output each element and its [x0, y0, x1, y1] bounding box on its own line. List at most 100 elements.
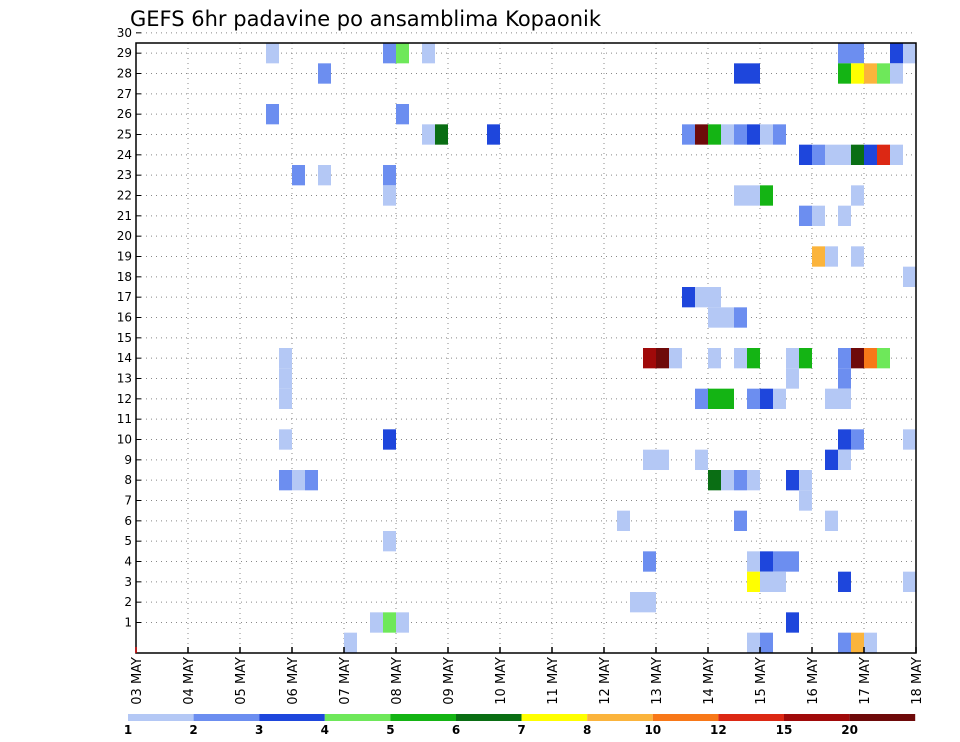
heatmap-cell: [643, 592, 656, 613]
heatmap-cell: [279, 388, 292, 409]
heatmap-cell: [851, 246, 864, 267]
heatmap-cell: [838, 144, 851, 165]
y-tick-label: 8: [124, 473, 132, 487]
heatmap-cell: [877, 348, 890, 369]
heatmap-cell: [695, 449, 708, 470]
x-tick-label: 04 MAY: [182, 657, 197, 705]
heatmap-cell: [383, 429, 396, 450]
heatmap-cell: [760, 124, 773, 145]
legend-swatch: [652, 714, 719, 721]
heatmap-cell: [838, 429, 851, 450]
heatmap-cell: [734, 510, 747, 531]
heatmap-cell: [903, 266, 916, 287]
heatmap-cell: [747, 185, 760, 206]
legend-label: 2: [189, 723, 197, 737]
heatmap-cell: [851, 63, 864, 84]
heatmap-cell: [877, 144, 890, 165]
x-tick-label: 16 MAY: [806, 657, 821, 705]
heatmap-cell: [383, 43, 396, 64]
heatmap-cell: [851, 43, 864, 64]
x-axis-ticks: 03 MAY 04 MAY 05 MAY 06 MAY 07 MAY 08 MAY 09 M…: [130, 647, 925, 705]
y-tick-label: 23: [117, 168, 132, 182]
y-tick-label: 12: [117, 392, 132, 406]
x-tick-label: 12 MAY: [598, 657, 613, 705]
y-tick-label: 14: [117, 351, 132, 365]
x-tick-label: 14 MAY: [702, 657, 717, 705]
heatmap-cell: [734, 307, 747, 328]
heatmap-cell: [773, 124, 786, 145]
legend-label: 8: [583, 723, 591, 737]
y-tick-label: 24: [117, 148, 132, 162]
heatmap-cell: [760, 185, 773, 206]
y-tick-label: 2: [124, 595, 132, 609]
heatmap-cell: [825, 510, 838, 531]
x-tick-label: 11 MAY: [546, 657, 561, 705]
heatmap-cell: [786, 470, 799, 491]
heatmap-cell: [656, 348, 669, 369]
y-tick-label: 7: [124, 494, 132, 508]
heatmap-cell: [669, 348, 682, 369]
heatmap-cell: [396, 612, 409, 633]
heatmap-cell: [825, 388, 838, 409]
y-tick-label: 26: [117, 107, 132, 121]
y-tick-label: 18: [117, 270, 132, 284]
heatmap-cell: [695, 124, 708, 145]
heatmap-cell: [890, 63, 903, 84]
heatmap-cell: [396, 43, 409, 64]
heatmap-cell: [799, 490, 812, 511]
x-tick-label: 08 MAY: [390, 657, 405, 705]
heatmap-cell: [799, 348, 812, 369]
legend-label: 15: [776, 723, 793, 737]
y-tick-label: 19: [117, 250, 132, 264]
heatmap-cell: [903, 571, 916, 592]
heatmap-cell: [786, 612, 799, 633]
heatmap-cell: [383, 165, 396, 186]
y-tick-label: 15: [117, 331, 132, 345]
heatmap-cell: [799, 470, 812, 491]
heatmap-cell: [344, 632, 357, 653]
heatmap-cell: [643, 551, 656, 572]
heatmap-cell: [799, 144, 812, 165]
heatmap-cell: [838, 449, 851, 470]
heatmap-cell: [838, 63, 851, 84]
heatmap-cell: [838, 348, 851, 369]
heatmap-cell: [643, 348, 656, 369]
chart-title: GEFS 6hr padavine po ansamblima Kopaonik: [130, 7, 602, 31]
heatmap-cell: [279, 470, 292, 491]
y-axis-ticks: 1234567891011121314151617181920212223242…: [117, 26, 141, 630]
heatmap-cell: [838, 632, 851, 653]
x-tick-label: 13 MAY: [650, 657, 665, 705]
legend-swatch: [784, 714, 850, 721]
heatmap-cell: [734, 124, 747, 145]
heatmap-cell: [266, 43, 279, 64]
x-tick-label: 18 MAY: [910, 657, 925, 705]
x-tick-label: 03 MAY: [130, 657, 145, 705]
heatmap-cell: [422, 124, 435, 145]
heatmap-cell: [682, 287, 695, 308]
heatmap-cell: [617, 510, 630, 531]
heatmap-cell: [838, 571, 851, 592]
heatmap-cell: [708, 388, 721, 409]
heatmap-cell: [747, 571, 760, 592]
heatmap-cell: [838, 43, 851, 64]
heatmap-cell: [370, 612, 383, 633]
legend-swatch: [587, 714, 653, 721]
heatmap-cell: [773, 551, 786, 572]
heatmap-cell: [903, 43, 916, 64]
x-tick-label: 15 MAY: [754, 657, 769, 705]
heatmap-cell: [799, 205, 812, 226]
heatmap-cell: [747, 388, 760, 409]
heatmap-cell: [734, 348, 747, 369]
heatmap-cell: [682, 124, 695, 145]
legend-swatch: [259, 714, 325, 721]
heatmap-cell: [786, 368, 799, 389]
y-tick-label: 3: [124, 575, 132, 589]
heatmap-cell: [708, 307, 721, 328]
legend-swatch: [849, 714, 916, 721]
heatmap-cell: [812, 246, 825, 267]
heatmap-cell: [695, 287, 708, 308]
heatmap-cell: [422, 43, 435, 64]
heatmap-cell: [786, 348, 799, 369]
legend-swatch: [193, 714, 260, 721]
heatmap-cell: [708, 470, 721, 491]
